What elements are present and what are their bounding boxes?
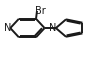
Text: Br: Br xyxy=(35,6,46,16)
Text: N: N xyxy=(4,23,11,33)
Text: N: N xyxy=(49,23,57,33)
